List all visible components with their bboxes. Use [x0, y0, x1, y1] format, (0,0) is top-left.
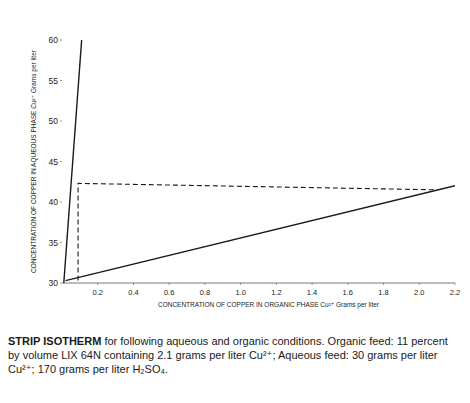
x-tick-label: 1.4 [307, 288, 317, 297]
title: STRIP ISOTHERM [8, 335, 101, 347]
y-tick [60, 161, 62, 162]
x-tick [455, 283, 456, 285]
x-tick-label: 1.0 [235, 288, 245, 297]
x-tick-label: 0.2 [93, 288, 103, 297]
y-tick-label: 45 [49, 157, 59, 167]
x-axis-line [62, 283, 455, 284]
x-tick [169, 283, 170, 285]
y-tick-label: 30 [49, 278, 59, 288]
x-tick [97, 283, 98, 285]
x-tick-label: 0.6 [164, 288, 174, 297]
x-tick [419, 283, 420, 285]
series-line [64, 40, 82, 283]
x-tick [204, 283, 205, 285]
y-tick-label: 60 [49, 35, 59, 45]
x-tick [276, 283, 277, 285]
x-tick-label: 2.0 [414, 288, 424, 297]
x-tick-label: 0.4 [128, 288, 138, 297]
series-line [66, 186, 455, 281]
caption: STRIP ISOTHERM for following aqueous and… [8, 334, 460, 376]
y-tick-label: 35 [49, 238, 59, 248]
x-tick-label: 1.6 [343, 288, 353, 297]
y-tick-label: 55 [49, 76, 59, 86]
x-tick [347, 283, 348, 285]
y-tick [60, 242, 62, 243]
y-tick [60, 283, 62, 284]
x-tick [133, 283, 134, 285]
series-line [78, 183, 437, 280]
y-tick [60, 80, 62, 81]
y-tick-label: 50 [49, 116, 59, 126]
x-tick [383, 283, 384, 285]
plot-area [64, 40, 455, 283]
x-tick-label: 1.2 [271, 288, 281, 297]
x-tick-label: 2.2 [450, 288, 460, 297]
x-axis-title: CONCENTRATION OF COPPER IN ORGANIC PHASE… [158, 301, 380, 309]
x-tick-label: 1.8 [378, 288, 388, 297]
y-tick-label: 40 [49, 197, 59, 207]
y-tick [60, 40, 62, 41]
x-tick [240, 283, 241, 285]
x-tick-label: 0.8 [200, 288, 210, 297]
x-tick [312, 283, 313, 285]
y-axis-title: CONCENTRATION OF COPPER IN AQUEOUS PHASE… [30, 49, 38, 273]
y-tick [60, 121, 62, 122]
y-tick [60, 202, 62, 203]
